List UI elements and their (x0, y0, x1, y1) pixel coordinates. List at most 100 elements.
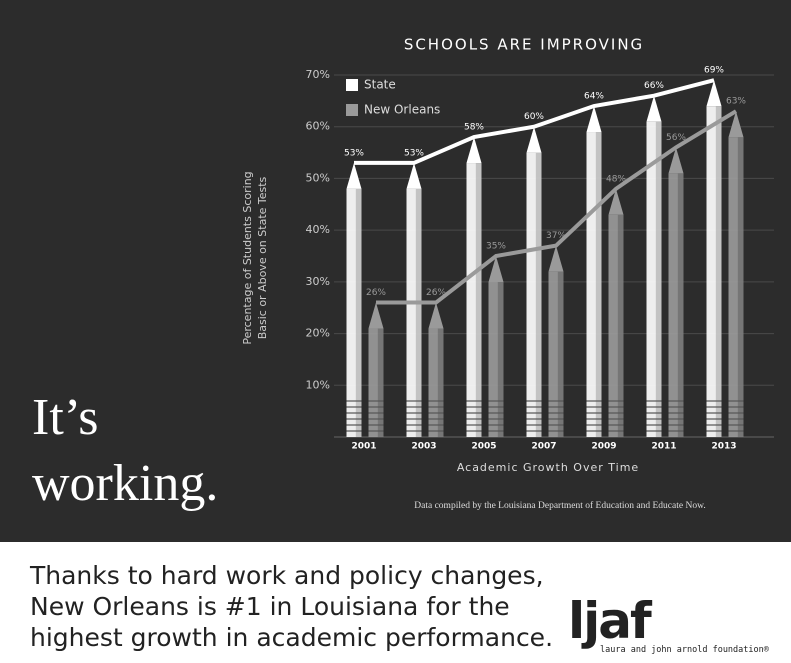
pencil-bar (466, 137, 482, 438)
pencil-bar (526, 126, 542, 437)
source-note: Data compiled by the Louisiana Departmen… (414, 500, 705, 511)
chart-title: SCHOOLS ARE IMPROVING (404, 36, 644, 54)
x-axis-label: Academic Growth Over Time (457, 461, 639, 474)
pencil-bar (548, 245, 564, 437)
pencil-body (406, 188, 422, 437)
y-tick-label: 20% (306, 327, 330, 340)
value-label: 60% (524, 112, 544, 122)
pencil-shade (475, 163, 482, 438)
pencil-body (346, 188, 362, 437)
legend-label: State (364, 78, 396, 92)
value-label: 53% (404, 148, 424, 158)
pencil-body (548, 271, 564, 437)
value-label: 64% (584, 92, 604, 102)
value-label: 26% (366, 288, 386, 298)
pencil-body (728, 137, 744, 437)
pencil-tip (428, 302, 444, 329)
x-tick-label: 2013 (711, 442, 736, 452)
pencil-bar (428, 302, 444, 437)
x-tick-label: 2001 (351, 442, 376, 452)
pencil-shade (535, 152, 542, 437)
pencil-body (646, 121, 662, 437)
pencil-shade (677, 173, 684, 437)
footer-line: Thanks to hard work and policy changes, (30, 561, 544, 590)
pencil-bar (668, 147, 684, 437)
pencil-body (526, 152, 542, 437)
pencil-body (608, 214, 624, 437)
pencil-tip (706, 80, 722, 107)
value-label: 58% (464, 123, 484, 133)
y-tick-label: 50% (306, 171, 330, 184)
pencil-tip (668, 147, 684, 174)
pencil-tip (526, 126, 542, 153)
pencil-bar (706, 80, 722, 438)
pencil-tip (548, 245, 564, 272)
pencil-bar (406, 162, 422, 437)
series-line (354, 78, 715, 165)
pencil-tip (346, 162, 362, 189)
pencil-bar (646, 95, 662, 437)
pencil-shade (557, 271, 564, 437)
footer-text: Thanks to hard work and policy changes, … (30, 560, 553, 653)
y-tick-label: 60% (306, 120, 330, 133)
pencil-bar (488, 256, 504, 437)
pencil-tip (646, 95, 662, 122)
pencil-shade (437, 328, 444, 437)
pencil-tip (608, 188, 624, 215)
pencil-body (706, 106, 722, 438)
x-tick-label: 2011 (651, 442, 676, 452)
logo-caption: laura and john arnold foundation® (600, 645, 769, 655)
pencil-bar (368, 302, 384, 437)
pencil-shade (655, 121, 662, 437)
value-label: 56% (666, 133, 686, 143)
pencil-body (488, 282, 504, 437)
pencil-shade (355, 188, 362, 437)
pencil-bar (586, 106, 602, 437)
pencil-body (668, 173, 684, 437)
legend-label: New Orleans (364, 103, 440, 117)
legend-swatch (346, 79, 358, 91)
value-label: 63% (726, 97, 746, 107)
x-tick-label: 2009 (591, 442, 616, 452)
footer-line: New Orleans is #1 in Louisiana for the (30, 592, 510, 621)
value-label: 66% (644, 81, 664, 91)
pencil-tip (368, 302, 384, 329)
pencil-shade (617, 214, 624, 437)
logo: ljaf (568, 592, 652, 650)
pencil-tip (466, 137, 482, 164)
pencil-shade (715, 106, 722, 438)
y-axis-label: Basic or Above on State Tests (256, 176, 269, 339)
pencil-body (428, 328, 444, 437)
value-label: 69% (704, 66, 724, 76)
pencil-bar (608, 188, 624, 437)
legend-swatch (346, 104, 358, 116)
y-tick-label: 30% (306, 275, 330, 288)
pencil-body (466, 163, 482, 438)
x-tick-label: 2005 (471, 442, 496, 452)
pencil-tip (586, 106, 602, 133)
pencil-shade (497, 282, 504, 437)
pencil-bar (728, 111, 744, 437)
value-label: 53% (344, 148, 364, 158)
y-tick-label: 10% (306, 378, 330, 391)
pencil-tip (488, 256, 504, 282)
value-label: 35% (486, 242, 506, 252)
headline: working. (32, 455, 218, 512)
y-tick-label: 40% (306, 223, 330, 236)
y-axis-label: Percentage of Students Scoring (241, 171, 254, 344)
pencil-tip (728, 111, 744, 138)
pencil-shade (377, 328, 384, 437)
chart: SCHOOLS ARE IMPROVING Academic Growth Ov… (0, 0, 791, 542)
series-line (376, 109, 738, 305)
pencil-tip (406, 162, 422, 189)
value-label: 37% (546, 231, 566, 241)
footer-line: highest growth in academic performance. (30, 623, 554, 652)
x-tick-label: 2003 (411, 442, 436, 452)
x-tick-label: 2007 (531, 442, 556, 452)
headline: It’s (32, 389, 98, 446)
y-tick-label: 70% (306, 68, 330, 81)
pencil-body (368, 328, 384, 437)
pencil-shade (737, 137, 744, 437)
pencil-bar (346, 162, 362, 437)
